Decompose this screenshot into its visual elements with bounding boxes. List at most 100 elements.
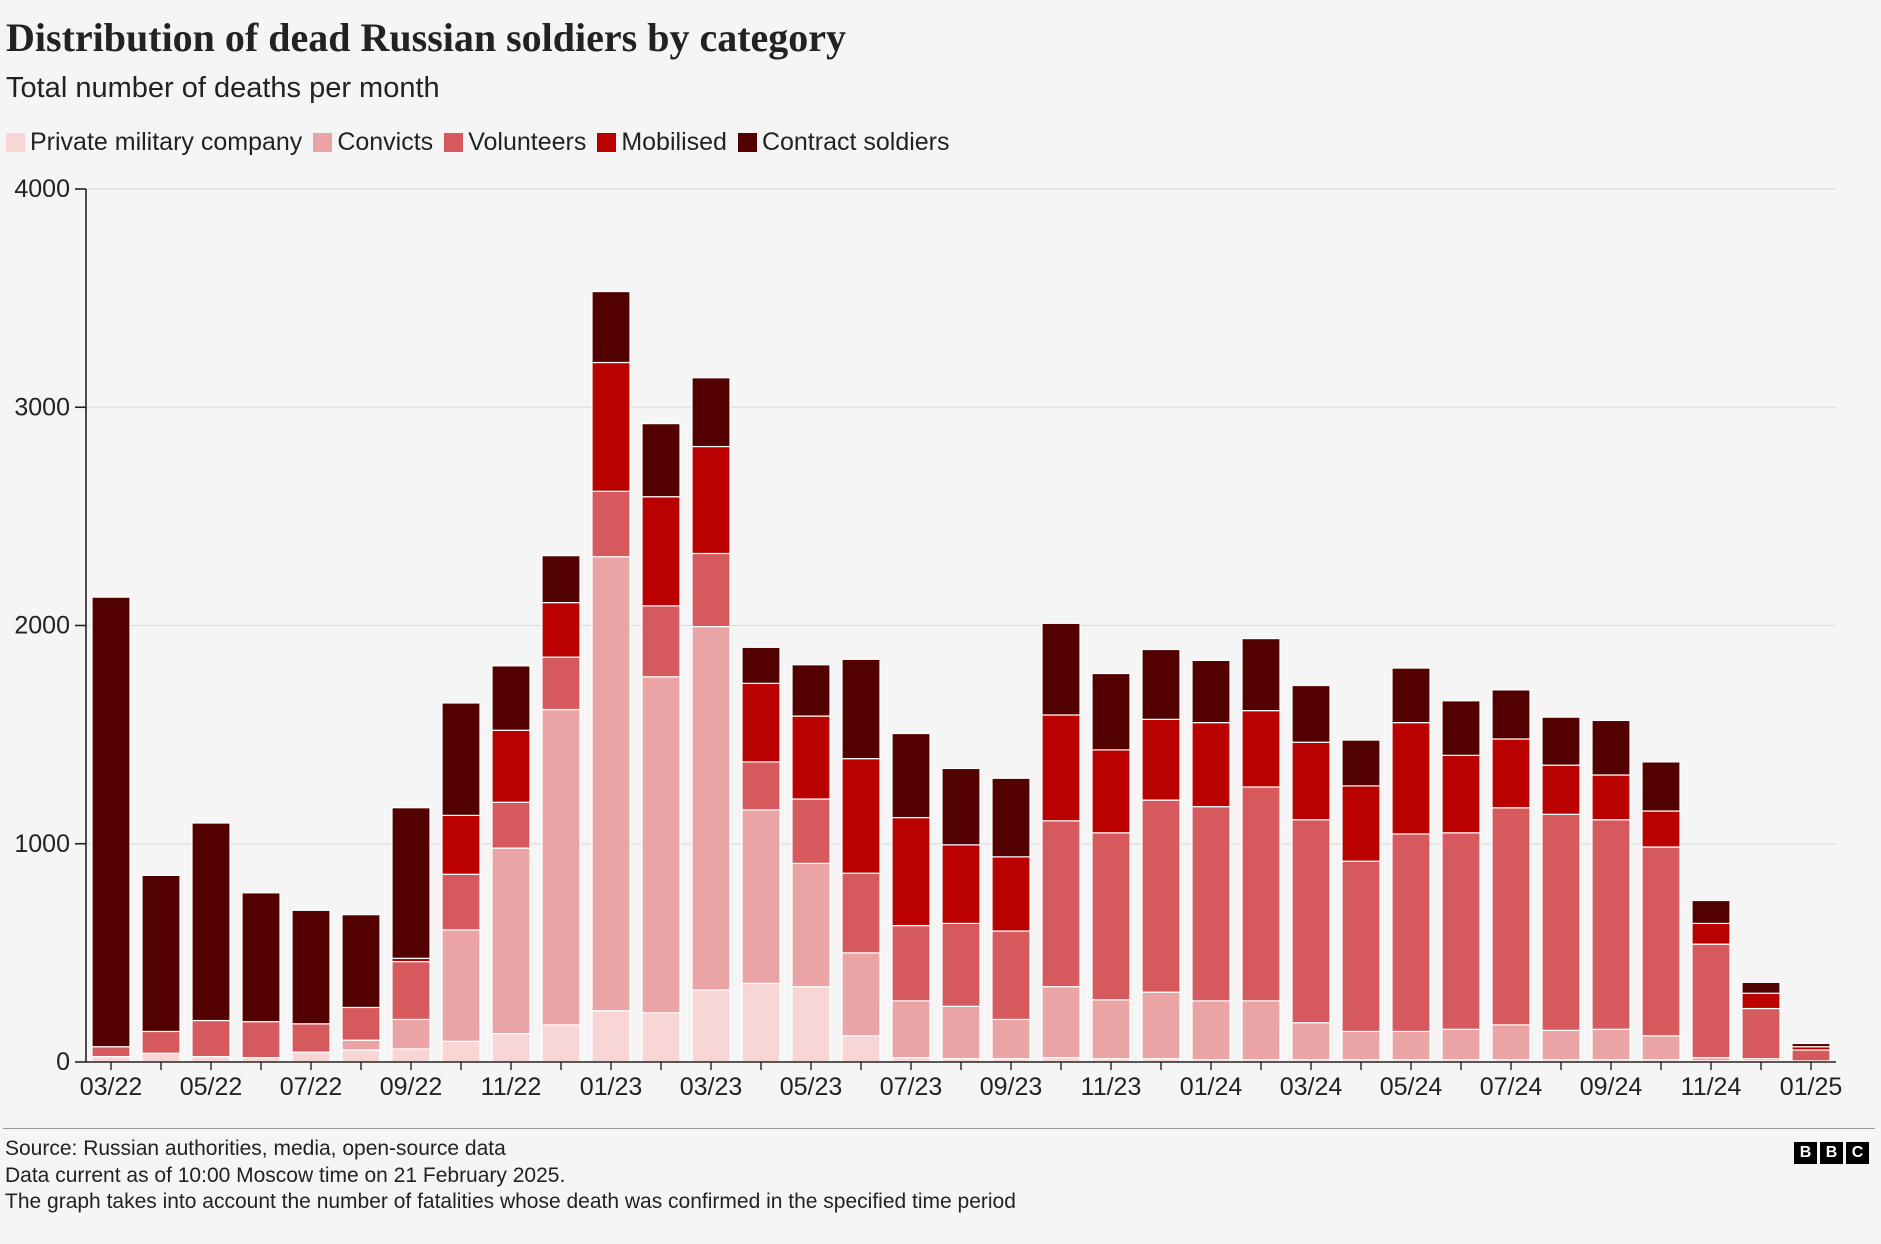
legend-swatch-volunteers [444, 132, 464, 152]
bar-segment-2023-01-private-military-company [591, 1010, 631, 1063]
bar-segment-2023-01-mobilised [591, 361, 631, 492]
x-tick-label-05-24: 05/24 [1380, 1073, 1443, 1101]
bar-2024-01 [1191, 659, 1231, 1063]
legend-item-mobilised: Mobilised [597, 127, 727, 157]
bar-segment-2023-02-contract-soldiers [641, 423, 681, 498]
y-tick-label-2000: 2000 [14, 612, 70, 640]
bar-segment-2023-03-private-military-company [691, 989, 731, 1063]
bar-segment-2023-03-mobilised [691, 445, 731, 555]
bar-segment-2022-04-volunteers [141, 1030, 181, 1054]
chart-subtitle: Total number of deaths per month [6, 72, 440, 104]
bar-segment-2024-12-mobilised [1741, 992, 1781, 1010]
bar-segment-2022-09-volunteers [391, 961, 431, 1021]
bar-segment-2022-08-volunteers [341, 1006, 381, 1041]
bar-segment-2024-05-volunteers [1391, 833, 1431, 1033]
y-tick-label-3000: 3000 [14, 393, 70, 421]
bar-segment-2024-11-mobilised [1691, 922, 1731, 945]
x-tick-label-09-23: 09/23 [980, 1073, 1043, 1101]
bar-segment-2023-04-private-military-company [741, 982, 781, 1063]
bar-2023-12 [1141, 648, 1181, 1063]
bar-segment-2024-04-volunteers [1341, 860, 1381, 1033]
bar-segment-2022-12-contract-soldiers [541, 555, 581, 604]
legend-swatch-private-military-company [6, 132, 25, 152]
bar-segment-2023-09-volunteers [991, 930, 1031, 1021]
footer-notes: Source: Russian authorities, media, open… [5, 1136, 1016, 1216]
bar-segment-2022-10-volunteers [441, 873, 481, 931]
bar-segment-2022-03-volunteers [91, 1046, 131, 1058]
x-tick-label-03-23: 03/23 [680, 1073, 743, 1101]
bar-segment-2022-03-contract-soldiers [91, 596, 131, 1048]
bar-segment-2023-12-contract-soldiers [1141, 648, 1181, 720]
bar-segment-2024-03-contract-soldiers [1291, 684, 1331, 743]
bar-segment-2023-05-contract-soldiers [791, 664, 831, 717]
bar-segment-2023-05-mobilised [791, 715, 831, 800]
bar-segment-2024-02-volunteers [1241, 786, 1281, 1002]
legend-label-mobilised: Mobilised [621, 128, 727, 156]
bar-segment-2023-04-volunteers [741, 761, 781, 811]
bar-2025-01 [1791, 1042, 1831, 1063]
bar-segment-2024-04-mobilised [1341, 785, 1381, 862]
bar-segment-2024-01-volunteers [1191, 806, 1231, 1002]
x-tick-label-07-22: 07/22 [280, 1073, 343, 1101]
bar-segment-2022-11-volunteers [491, 801, 531, 849]
bbc-logo-block-2: B [1820, 1142, 1843, 1164]
bar-2022-12 [541, 555, 581, 1063]
bar-segment-2023-12-convicts [1141, 991, 1181, 1060]
bar-segment-2022-12-mobilised [541, 601, 581, 658]
bar-segment-2023-11-contract-soldiers [1091, 672, 1131, 751]
bar-segment-2024-12-contract-soldiers [1741, 981, 1781, 994]
legend-swatch-mobilised [597, 132, 617, 152]
bar-segment-2023-08-volunteers [941, 922, 981, 1007]
bar-segment-2022-05-contract-soldiers [191, 822, 231, 1022]
bar-segment-2023-06-volunteers [841, 872, 881, 954]
bar-segment-2023-03-contract-soldiers [691, 377, 731, 448]
bar-segment-2023-02-private-military-company [641, 1012, 681, 1063]
bar-segment-2024-06-volunteers [1441, 832, 1481, 1030]
legend-item-volunteers: Volunteers [444, 127, 586, 157]
bar-segment-2024-06-mobilised [1441, 754, 1481, 834]
bar-2023-04 [741, 646, 781, 1063]
bar-segment-2023-01-convicts [591, 556, 631, 1012]
bar-segment-2023-10-convicts [1041, 986, 1081, 1059]
bar-segment-2024-08-volunteers [1541, 813, 1581, 1031]
legend-item-contract-soldiers: Contract soldiers [737, 127, 950, 157]
bar-2022-06 [241, 892, 281, 1063]
bar-segment-2023-09-contract-soldiers [991, 777, 1031, 858]
bar-segment-2022-10-mobilised [441, 814, 481, 875]
bbc-logo: B B C [1794, 1142, 1869, 1164]
legend-label-volunteers: Volunteers [468, 128, 587, 156]
legend-label-private-military-company: Private military company [30, 128, 303, 156]
bar-segment-2022-07-private-military-company [291, 1051, 331, 1063]
bar-2022-03 [91, 596, 131, 1063]
bar-2024-08 [1541, 716, 1581, 1063]
bar-segment-2024-08-convicts [1541, 1029, 1581, 1061]
bar-segment-2022-09-private-military-company [391, 1048, 431, 1063]
data-current-note: Data current as of 10:00 Moscow time on … [5, 1163, 566, 1187]
bar-segment-2024-05-contract-soldiers [1391, 667, 1431, 724]
bar-2023-09 [991, 777, 1031, 1063]
bar-segment-2022-04-private-military-company [141, 1052, 181, 1063]
bar-segment-2024-01-contract-soldiers [1191, 659, 1231, 724]
bar-2022-09 [391, 807, 431, 1063]
bar-segment-2022-09-convicts [391, 1018, 431, 1050]
legend-swatch-convicts [313, 132, 333, 152]
bar-segment-2022-10-convicts [441, 929, 481, 1042]
bar-segment-2024-08-mobilised [1541, 764, 1581, 815]
bar-segment-2024-10-volunteers [1641, 846, 1681, 1037]
legend-swatch-contract-soldiers [737, 132, 757, 152]
bar-segment-2024-09-contract-soldiers [1591, 719, 1631, 776]
bar-2024-11 [1691, 899, 1731, 1063]
bar-2024-05 [1391, 667, 1431, 1063]
bar-segment-2025-01-contract-soldiers [1791, 1042, 1831, 1048]
bar-segment-2024-09-convicts [1591, 1028, 1631, 1061]
legend-label-convicts: Convicts [337, 128, 434, 156]
legend-item-convicts: Convicts [313, 127, 433, 157]
bar-segment-2024-10-contract-soldiers [1641, 761, 1681, 812]
bar-segment-2022-11-contract-soldiers [491, 665, 531, 731]
bar-segment-2022-11-private-military-company [491, 1033, 531, 1063]
x-tick-label-11-24: 11/24 [1681, 1073, 1742, 1101]
bar-segment-2024-01-mobilised [1191, 722, 1231, 808]
bar-segment-2024-01-convicts [1191, 1000, 1231, 1061]
bar-segment-2023-05-convicts [791, 862, 831, 988]
bar-segment-2023-02-volunteers [641, 605, 681, 678]
